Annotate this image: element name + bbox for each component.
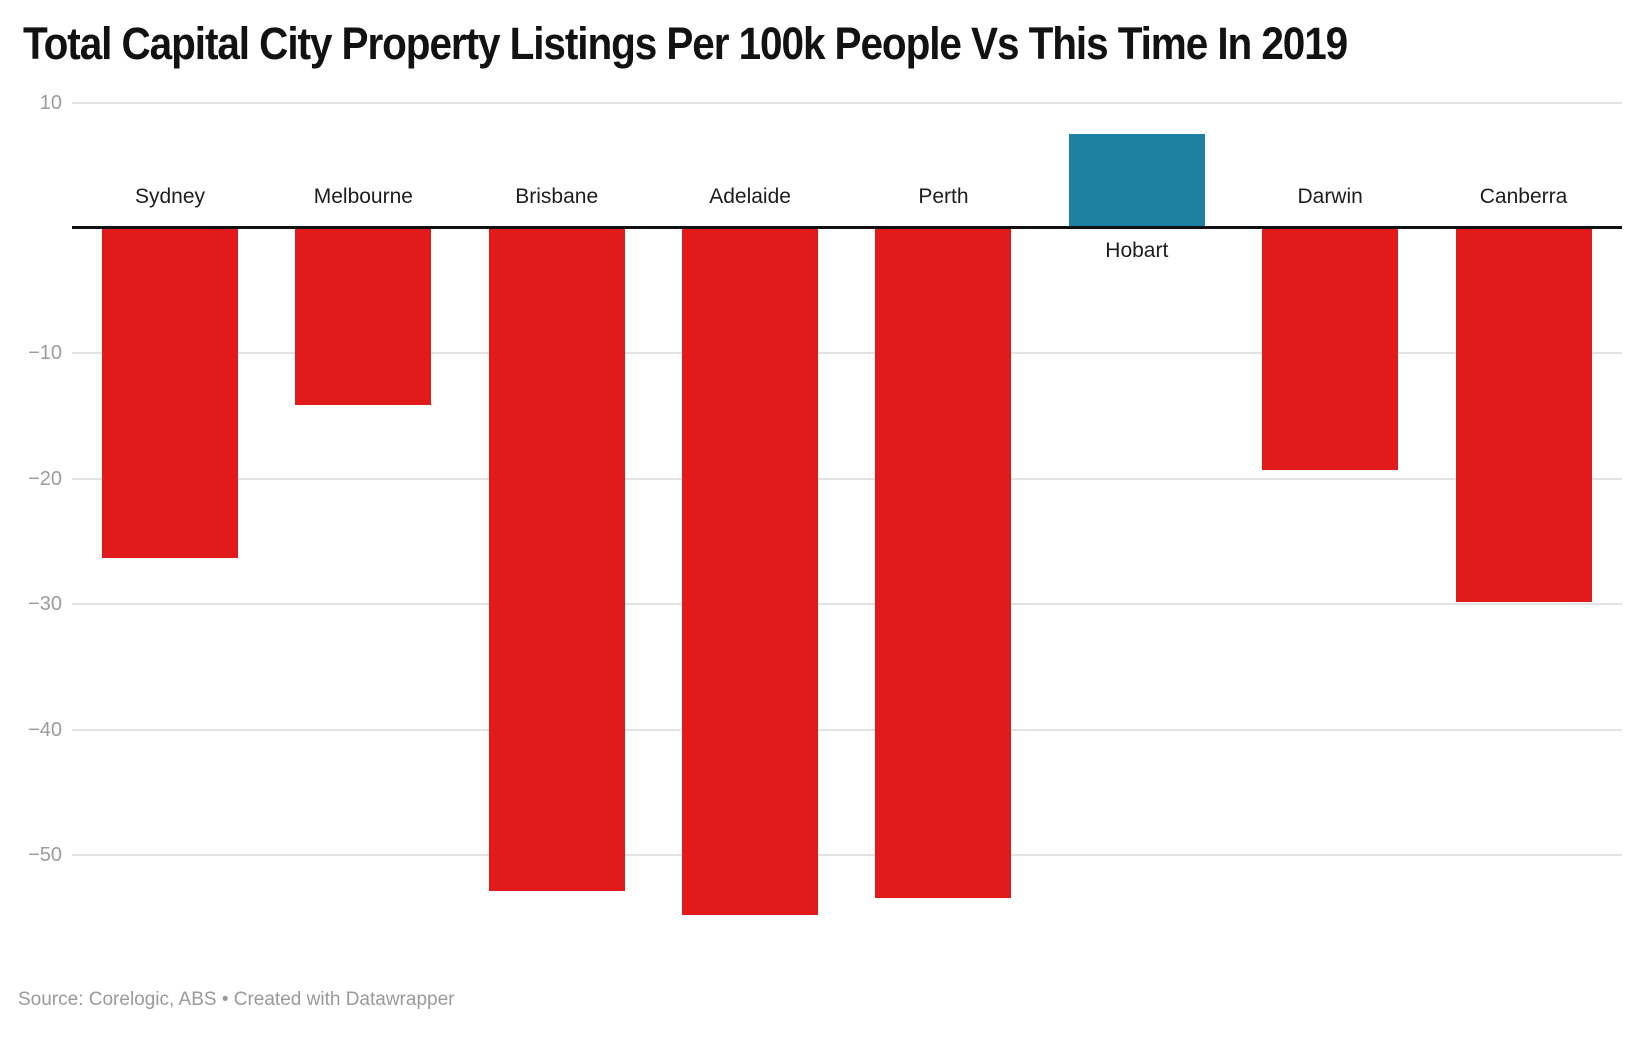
- gridline--10: [72, 352, 1622, 355]
- zero-axis-line: [72, 225, 1622, 229]
- gridline--40: [72, 728, 1622, 731]
- y-tick-label--50: −50: [28, 844, 62, 866]
- y-tick-label--10: −10: [28, 342, 62, 365]
- bar-brisbane: [488, 228, 625, 892]
- category-label-sydney: Sydney: [134, 185, 206, 208]
- y-tick-label-10: 10: [39, 91, 62, 114]
- bar-darwin: [1262, 228, 1399, 471]
- category-label-brisbane: Brisbane: [515, 185, 599, 208]
- category-label-perth: Perth: [918, 185, 969, 208]
- bar-hobart: [1068, 133, 1205, 228]
- bar-perth: [875, 228, 1012, 898]
- source-note: Source: Corelogic, ABS • Created with Da…: [18, 989, 455, 1010]
- bar-canberra: [1455, 228, 1592, 602]
- category-label-adelaide: Adelaide: [709, 185, 791, 208]
- bar-sydney: [102, 228, 238, 558]
- y-tick-label--40: −40: [28, 718, 62, 741]
- y-tick-label--30: −30: [28, 593, 62, 616]
- chart-title: Total Capital City Property Listings Per…: [23, 18, 1348, 69]
- category-label-darwin: Darwin: [1297, 185, 1363, 208]
- y-tick-label--20: −20: [28, 467, 62, 490]
- gridline--50: [72, 854, 1622, 856]
- gridline--30: [72, 603, 1622, 606]
- bar-melbourne: [295, 228, 432, 405]
- category-label-canberra: Canberra: [1479, 185, 1568, 208]
- category-label-hobart: Hobart: [1105, 239, 1169, 262]
- bar-adelaide: [682, 228, 819, 916]
- category-label-melbourne: Melbourne: [313, 185, 413, 208]
- gridline-10: [72, 101, 1622, 104]
- gridline--20: [72, 477, 1622, 480]
